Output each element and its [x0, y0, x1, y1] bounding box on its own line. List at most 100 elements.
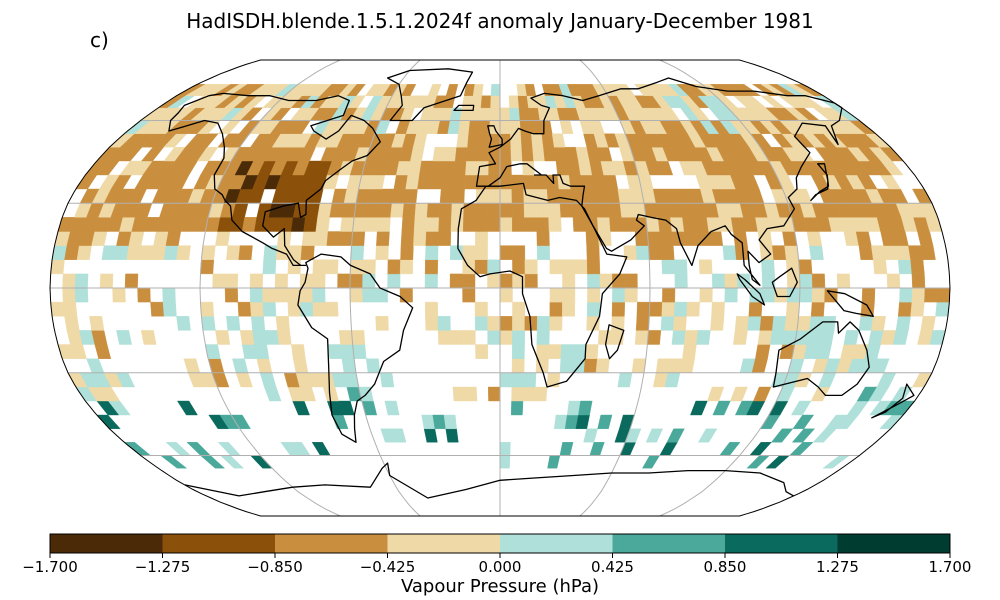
anomaly-cell [499, 287, 513, 303]
anomaly-cell [547, 455, 561, 469]
anomaly-cell [474, 245, 488, 260]
anomaly-cell [512, 259, 526, 275]
coastline [297, 253, 414, 443]
anomaly-cell [511, 344, 525, 359]
anomaly-cell [379, 372, 395, 388]
anomaly-cell [548, 217, 562, 232]
colorbar-segment [500, 534, 613, 553]
anomaly-cell [291, 217, 306, 232]
anomaly-cell [536, 231, 550, 246]
anomaly-cell [536, 245, 551, 260]
anomaly-cell [843, 330, 860, 345]
chart-title: HadISDH.blende.1.5.1.2024f anomaly Janua… [186, 9, 814, 33]
anomaly-cell [560, 344, 574, 359]
anomaly-cell [400, 231, 415, 246]
anomaly-cell [475, 203, 489, 218]
anomaly-cell [747, 316, 762, 331]
anomaly-cell [520, 133, 533, 148]
coastline [168, 92, 381, 267]
anomaly-cell [510, 147, 523, 162]
anomaly-cell [694, 217, 709, 232]
anomaly-cell [456, 133, 469, 148]
anomaly-cell [186, 442, 211, 456]
anomaly-cell [89, 316, 105, 331]
anomaly-cell [262, 287, 276, 303]
anomaly-cell [594, 188, 609, 204]
anomaly-cell [587, 273, 601, 289]
anomaly-cell [789, 442, 814, 456]
anomaly-cell [511, 188, 525, 204]
anomaly-cell [671, 330, 686, 345]
anomaly-cell [674, 273, 688, 289]
graticule [50, 59, 950, 517]
anomaly-cell [746, 455, 770, 469]
anomaly-cell [582, 188, 597, 204]
anomaly-cell [413, 231, 427, 246]
anomaly-cell [364, 217, 379, 232]
anomaly-grid [50, 84, 950, 469]
anomaly-cell [403, 188, 418, 204]
anomaly-cell [811, 287, 826, 303]
anomaly-cell [583, 428, 598, 443]
anomaly-cell [177, 400, 198, 416]
anomaly-cell [719, 442, 741, 456]
colorbar-segment [50, 534, 163, 553]
anomaly-cell [462, 330, 476, 345]
anomaly-cell [437, 316, 451, 331]
anomaly-cell [427, 84, 442, 96]
anomaly-cell [698, 259, 713, 275]
colorbar-tick-label: 1.275 [816, 558, 859, 576]
anomaly-cell [679, 358, 695, 373]
anomaly-cell [811, 273, 826, 289]
anomaly-cell [487, 188, 501, 204]
anomaly-cell [350, 245, 365, 260]
anomaly-cell [376, 217, 391, 232]
anomaly-cell [603, 174, 619, 190]
anomaly-cell [499, 147, 512, 162]
anomaly-cell [112, 287, 126, 303]
anomaly-cell [499, 330, 513, 345]
anomaly-cell [584, 344, 599, 359]
anomaly-cell [94, 344, 112, 359]
anomaly-cell [575, 414, 590, 429]
anomaly-cell [199, 455, 226, 469]
anomaly-cell [478, 133, 490, 148]
anomaly-cell [523, 372, 537, 388]
anomaly-cell [249, 287, 264, 303]
anomaly-cell [561, 301, 576, 317]
anomaly-cell [659, 442, 678, 456]
anomaly-cell [425, 245, 439, 260]
anomaly-cell [312, 273, 326, 289]
anomaly-cell [580, 174, 595, 190]
anomaly-cell [138, 245, 154, 260]
anomaly-cell [772, 316, 787, 331]
anomaly-cell [362, 273, 376, 289]
anomaly-cell [226, 316, 241, 331]
anomaly-cell [523, 203, 537, 218]
coastline [475, 77, 843, 286]
anomaly-cell [475, 217, 489, 232]
anomaly-cell [536, 344, 550, 359]
anomaly-cell [711, 273, 726, 289]
anomaly-cell [572, 344, 587, 359]
anomaly-cell [200, 301, 215, 317]
anomaly-cell [278, 217, 294, 232]
anomaly-cell [349, 287, 363, 303]
anomaly-cell [749, 442, 772, 456]
anomaly-cell [499, 188, 513, 204]
anomaly-cell [561, 259, 576, 275]
anomaly-cell [612, 287, 626, 303]
anomaly-cell [475, 344, 489, 359]
anomaly-cell [730, 217, 746, 232]
anomaly-cell [487, 259, 501, 275]
anomaly-cell [487, 273, 501, 289]
anomaly-cell [183, 358, 201, 373]
anomaly-cell [706, 217, 722, 232]
anomaly-cell [765, 455, 791, 469]
anomaly-cell [450, 330, 464, 345]
anomaly-cell [292, 400, 310, 416]
coastline [386, 68, 474, 122]
anomaly-cell [499, 217, 513, 232]
anomaly-cell [250, 301, 264, 317]
anomaly-cell [761, 259, 775, 275]
